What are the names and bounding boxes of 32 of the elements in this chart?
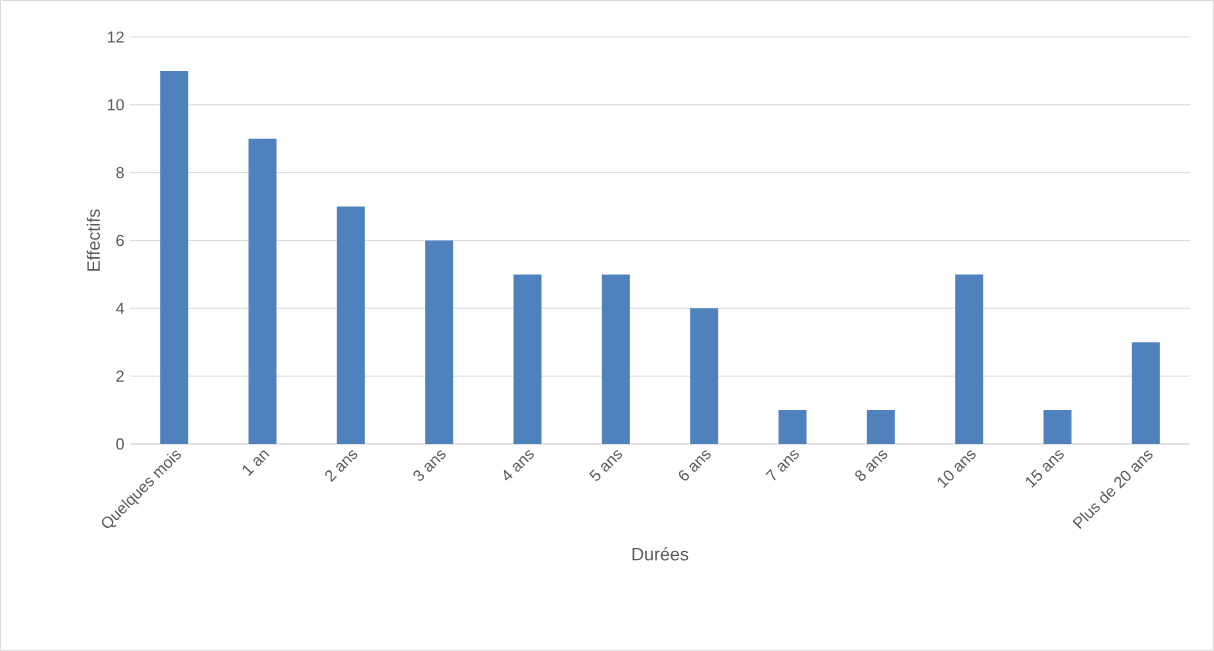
bar (1131, 342, 1160, 444)
bar (601, 274, 630, 444)
bar (866, 410, 895, 444)
x-tick-label: Plus de 20 ans (1072, 450, 1153, 529)
x-tick-label: 1 an (242, 450, 270, 476)
x-tick-label: 4 ans (503, 450, 534, 481)
x-tick-label: 15 ans (1026, 450, 1064, 488)
y-tick-label: 6 (116, 234, 124, 247)
x-tick-label: 2 ans (325, 450, 358, 482)
x-tick-label: 8 ans (855, 450, 888, 481)
x-tick-label: 10 ans (937, 450, 976, 488)
y-tick-label: 10 (107, 99, 124, 111)
bar (248, 138, 277, 444)
x-tick-label: 6 ans (678, 450, 711, 481)
x-tick-label: 3 ans (413, 450, 446, 481)
bar (1043, 410, 1072, 444)
y-tick-label: 12 (107, 31, 124, 43)
y-tick-label: 4 (115, 302, 125, 314)
x-tick-label: 7 ans (765, 450, 799, 481)
bar (778, 410, 807, 444)
bar (690, 308, 719, 444)
bar (425, 240, 454, 444)
bar (336, 206, 365, 444)
y-tick-label: 2 (116, 370, 124, 382)
x-axis-title: Durées (632, 547, 689, 561)
y-tick-label: 0 (116, 438, 124, 450)
y-tick-label: 8 (116, 167, 124, 179)
bar (513, 274, 542, 444)
y-axis-title: Effectifs (86, 209, 100, 271)
bar (160, 70, 189, 444)
bar (955, 274, 984, 444)
x-tick-label: 5 ans (589, 450, 623, 481)
